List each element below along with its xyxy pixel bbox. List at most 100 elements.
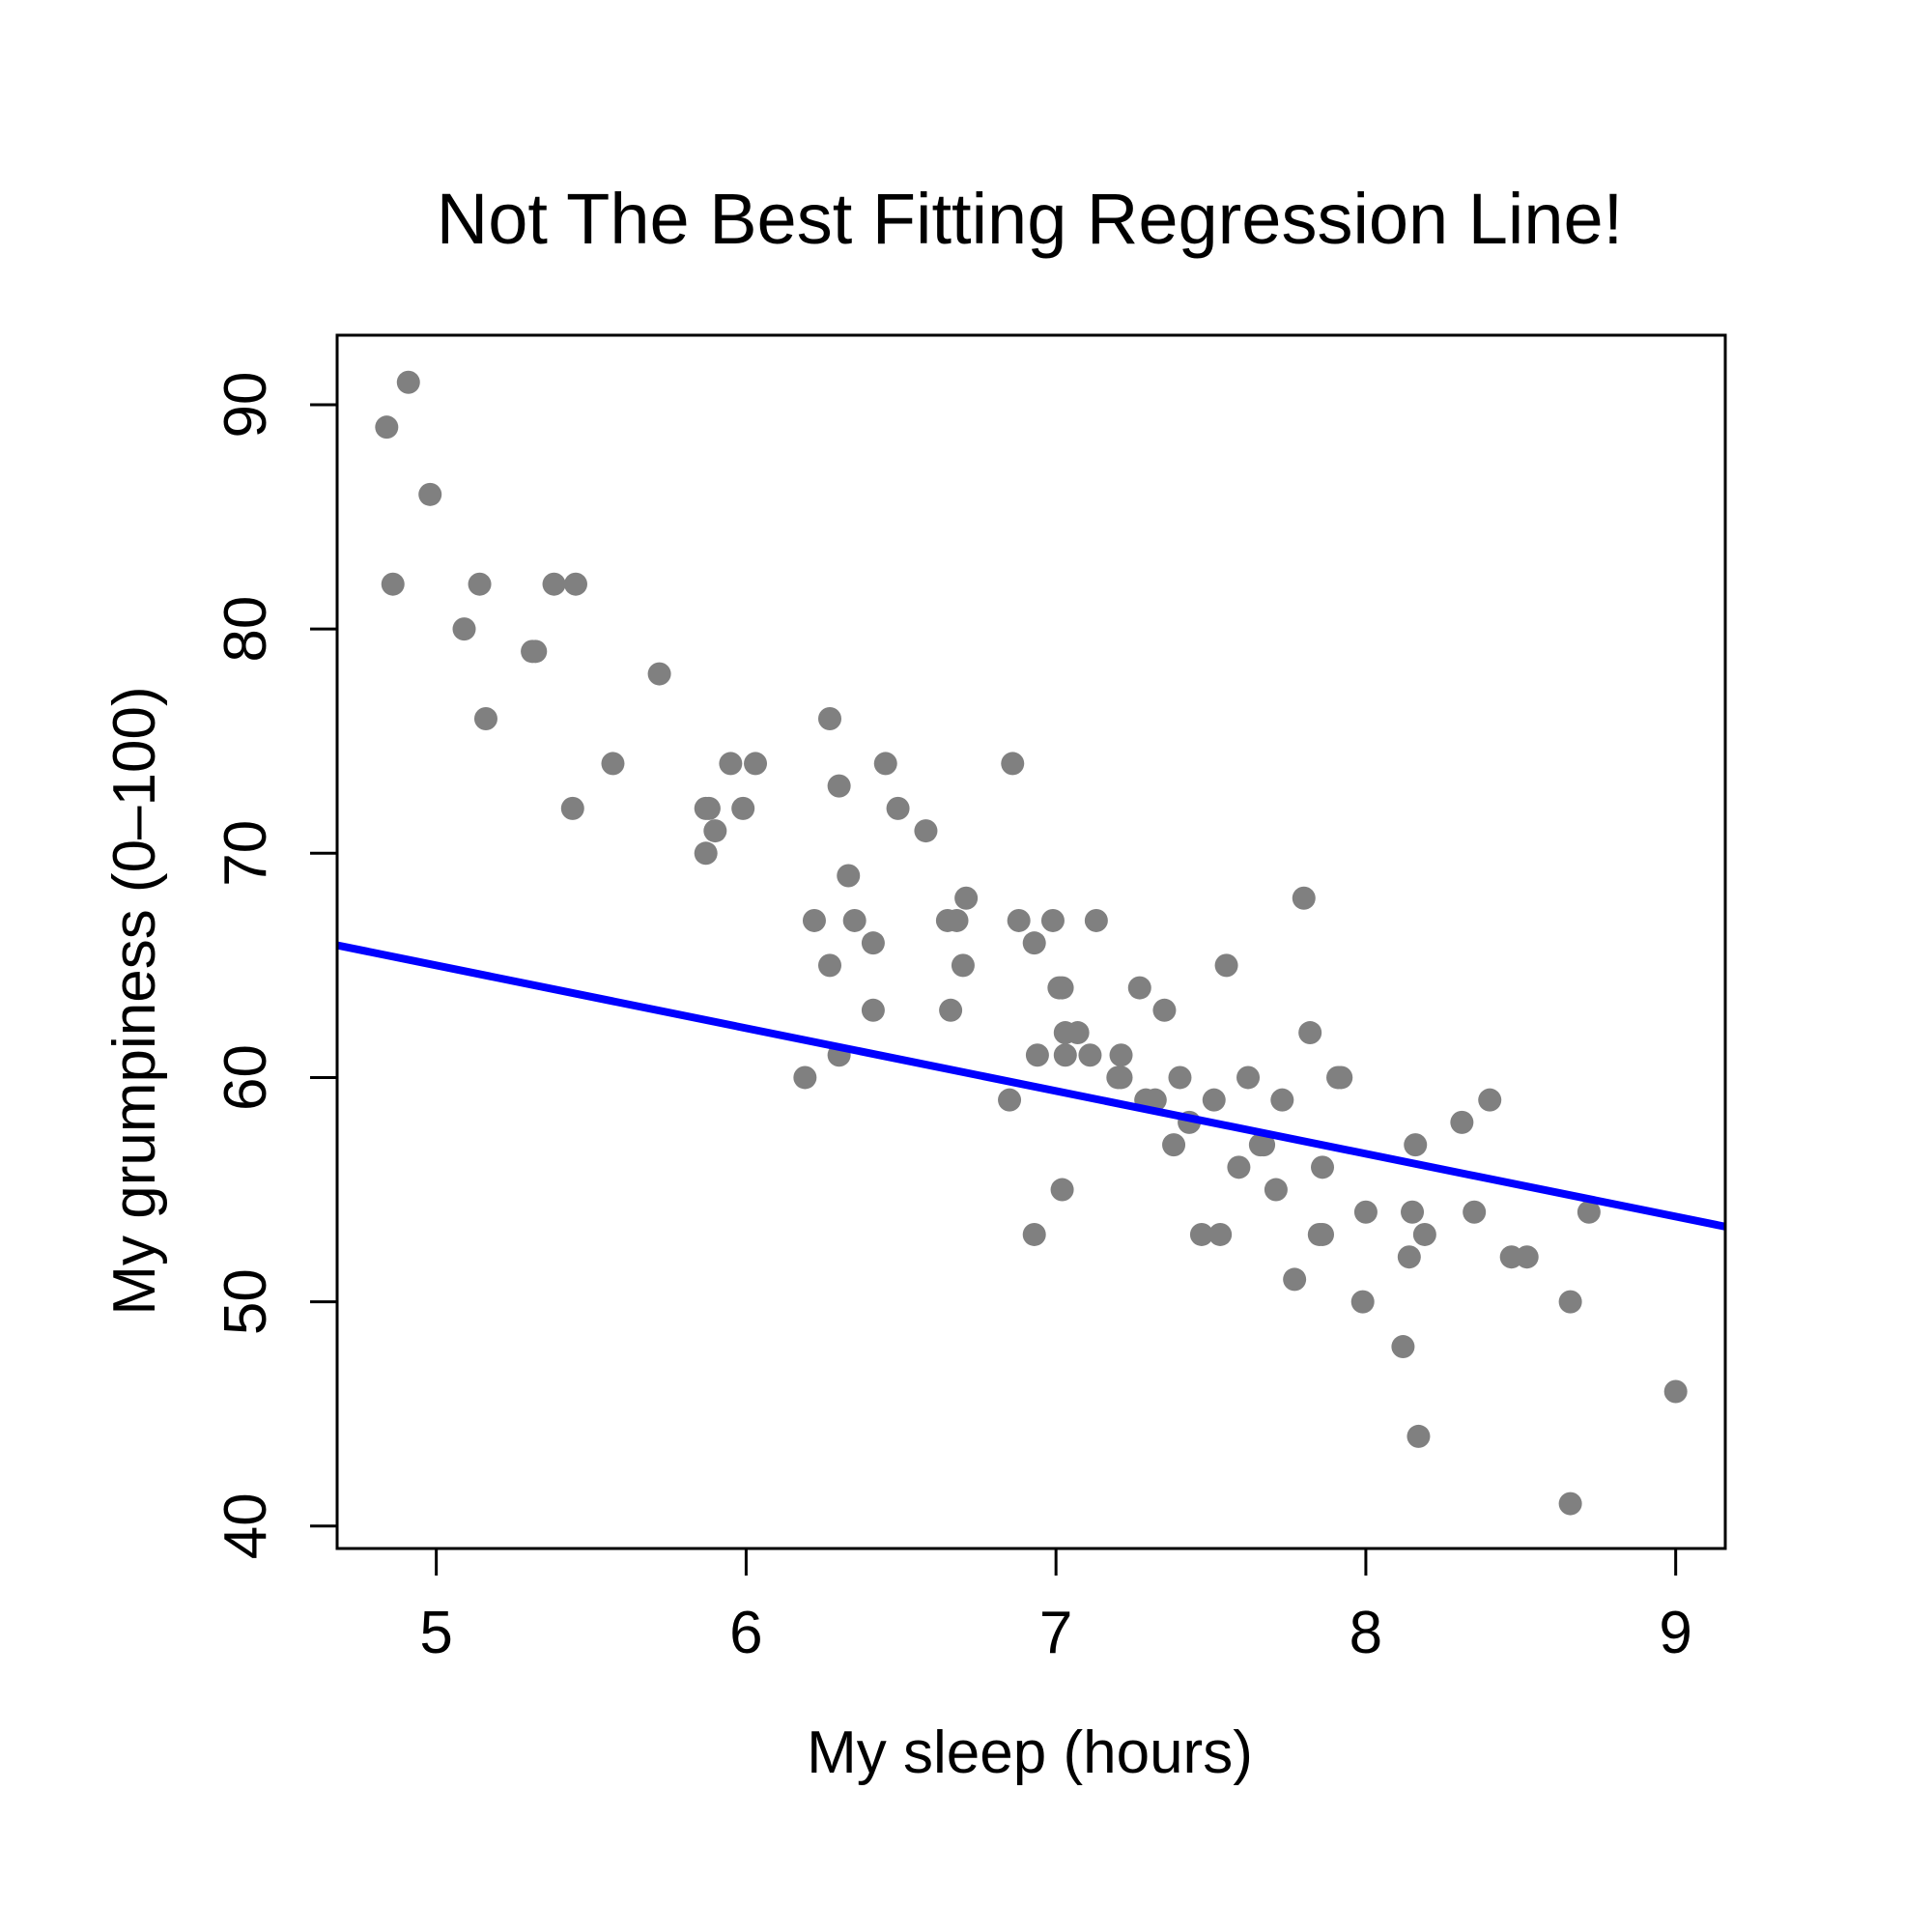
- data-point: [1292, 886, 1316, 910]
- data-point: [1311, 1155, 1335, 1179]
- data-point: [1252, 1133, 1276, 1157]
- data-point: [1143, 1088, 1167, 1112]
- data-point: [647, 662, 671, 686]
- data-point: [473, 706, 497, 730]
- data-point: [886, 796, 910, 820]
- data-point: [818, 706, 842, 730]
- data-point: [1450, 1110, 1474, 1134]
- data-point: [719, 752, 743, 776]
- data-point: [1050, 1178, 1074, 1202]
- data-point: [1053, 1043, 1077, 1067]
- data-point: [1127, 976, 1151, 1000]
- data-point: [873, 752, 897, 776]
- data-point: [1270, 1088, 1294, 1112]
- y-tick-label: 50: [213, 1268, 279, 1335]
- data-point: [601, 752, 625, 776]
- data-point: [1298, 1021, 1322, 1045]
- data-point: [560, 796, 584, 820]
- data-point: [452, 617, 476, 641]
- plot-frame: [335, 333, 1727, 1550]
- data-point: [1577, 1200, 1601, 1224]
- data-point: [1007, 908, 1031, 932]
- y-tick-label: 70: [213, 820, 279, 887]
- data-point: [1065, 1021, 1090, 1045]
- data-point: [818, 953, 842, 978]
- x-tick-label: 5: [419, 1600, 452, 1666]
- data-point: [1109, 1043, 1133, 1067]
- data-point: [1025, 1043, 1049, 1067]
- data-point: [1214, 953, 1238, 978]
- x-tick-label: 8: [1350, 1600, 1382, 1666]
- data-point: [696, 796, 721, 820]
- y-tick-label: 80: [213, 596, 279, 663]
- data-point: [1283, 1267, 1307, 1292]
- data-point: [842, 908, 867, 932]
- data-point: [375, 415, 399, 440]
- data-point: [827, 774, 851, 798]
- data-point: [1329, 1065, 1353, 1090]
- data-point: [1558, 1290, 1582, 1314]
- data-point: [1663, 1379, 1688, 1404]
- data-point: [1463, 1200, 1487, 1224]
- regression-line-layer: [336, 941, 1726, 1231]
- data-point: [998, 1088, 1022, 1112]
- data-point: [954, 886, 979, 910]
- y-tick-label: 90: [213, 371, 279, 438]
- data-point: [744, 752, 768, 776]
- data-point: [1162, 1133, 1186, 1157]
- data-point: [1084, 908, 1108, 932]
- data-points: [375, 370, 1688, 1516]
- data-point: [1168, 1065, 1192, 1090]
- data-point: [1109, 1065, 1133, 1090]
- data-point: [802, 908, 826, 932]
- regression-line: [336, 941, 1726, 1231]
- data-point: [418, 482, 442, 506]
- data-point: [945, 908, 969, 932]
- y-tick-label: 60: [213, 1044, 279, 1111]
- data-point: [1412, 1222, 1436, 1246]
- data-point: [1350, 1290, 1375, 1314]
- data-point: [1353, 1200, 1378, 1224]
- data-point: [1040, 908, 1065, 932]
- y-tick-label: 40: [213, 1492, 279, 1559]
- y-axis-label: My grumpiness (0–100): [101, 686, 168, 1315]
- data-point: [1478, 1088, 1502, 1112]
- x-axis-label: My sleep (hours): [807, 1719, 1253, 1786]
- data-point: [914, 819, 938, 843]
- x-tick-label: 9: [1659, 1600, 1691, 1666]
- data-point: [542, 572, 566, 596]
- data-point: [1202, 1088, 1226, 1112]
- data-point: [1264, 1178, 1288, 1202]
- data-point: [939, 998, 963, 1022]
- data-point: [1515, 1245, 1539, 1269]
- data-point: [381, 572, 405, 596]
- data-point: [1022, 1222, 1046, 1246]
- data-point: [468, 572, 492, 596]
- data-point: [1397, 1245, 1421, 1269]
- data-point: [1406, 1424, 1431, 1448]
- data-point: [793, 1065, 817, 1090]
- data-point: [951, 953, 975, 978]
- data-point: [1022, 931, 1046, 955]
- data-point: [1050, 976, 1074, 1000]
- data-point: [1311, 1222, 1335, 1246]
- data-point: [731, 796, 755, 820]
- data-point: [694, 841, 718, 866]
- data-point: [1001, 752, 1025, 776]
- data-point: [861, 998, 885, 1022]
- data-point: [396, 370, 420, 394]
- data-point: [1227, 1155, 1251, 1179]
- x-tick-label: 6: [729, 1600, 762, 1666]
- data-point: [861, 931, 885, 955]
- data-point: [1152, 998, 1177, 1022]
- data-point: [1404, 1133, 1428, 1157]
- data-point: [1391, 1335, 1415, 1359]
- data-point: [1558, 1492, 1582, 1516]
- data-point: [1208, 1222, 1233, 1246]
- x-tick-label: 7: [1039, 1600, 1072, 1666]
- data-point: [1236, 1065, 1261, 1090]
- data-point: [703, 819, 727, 843]
- chart-title: Not The Best Fitting Regression Line!: [437, 179, 1623, 259]
- data-point: [837, 864, 861, 888]
